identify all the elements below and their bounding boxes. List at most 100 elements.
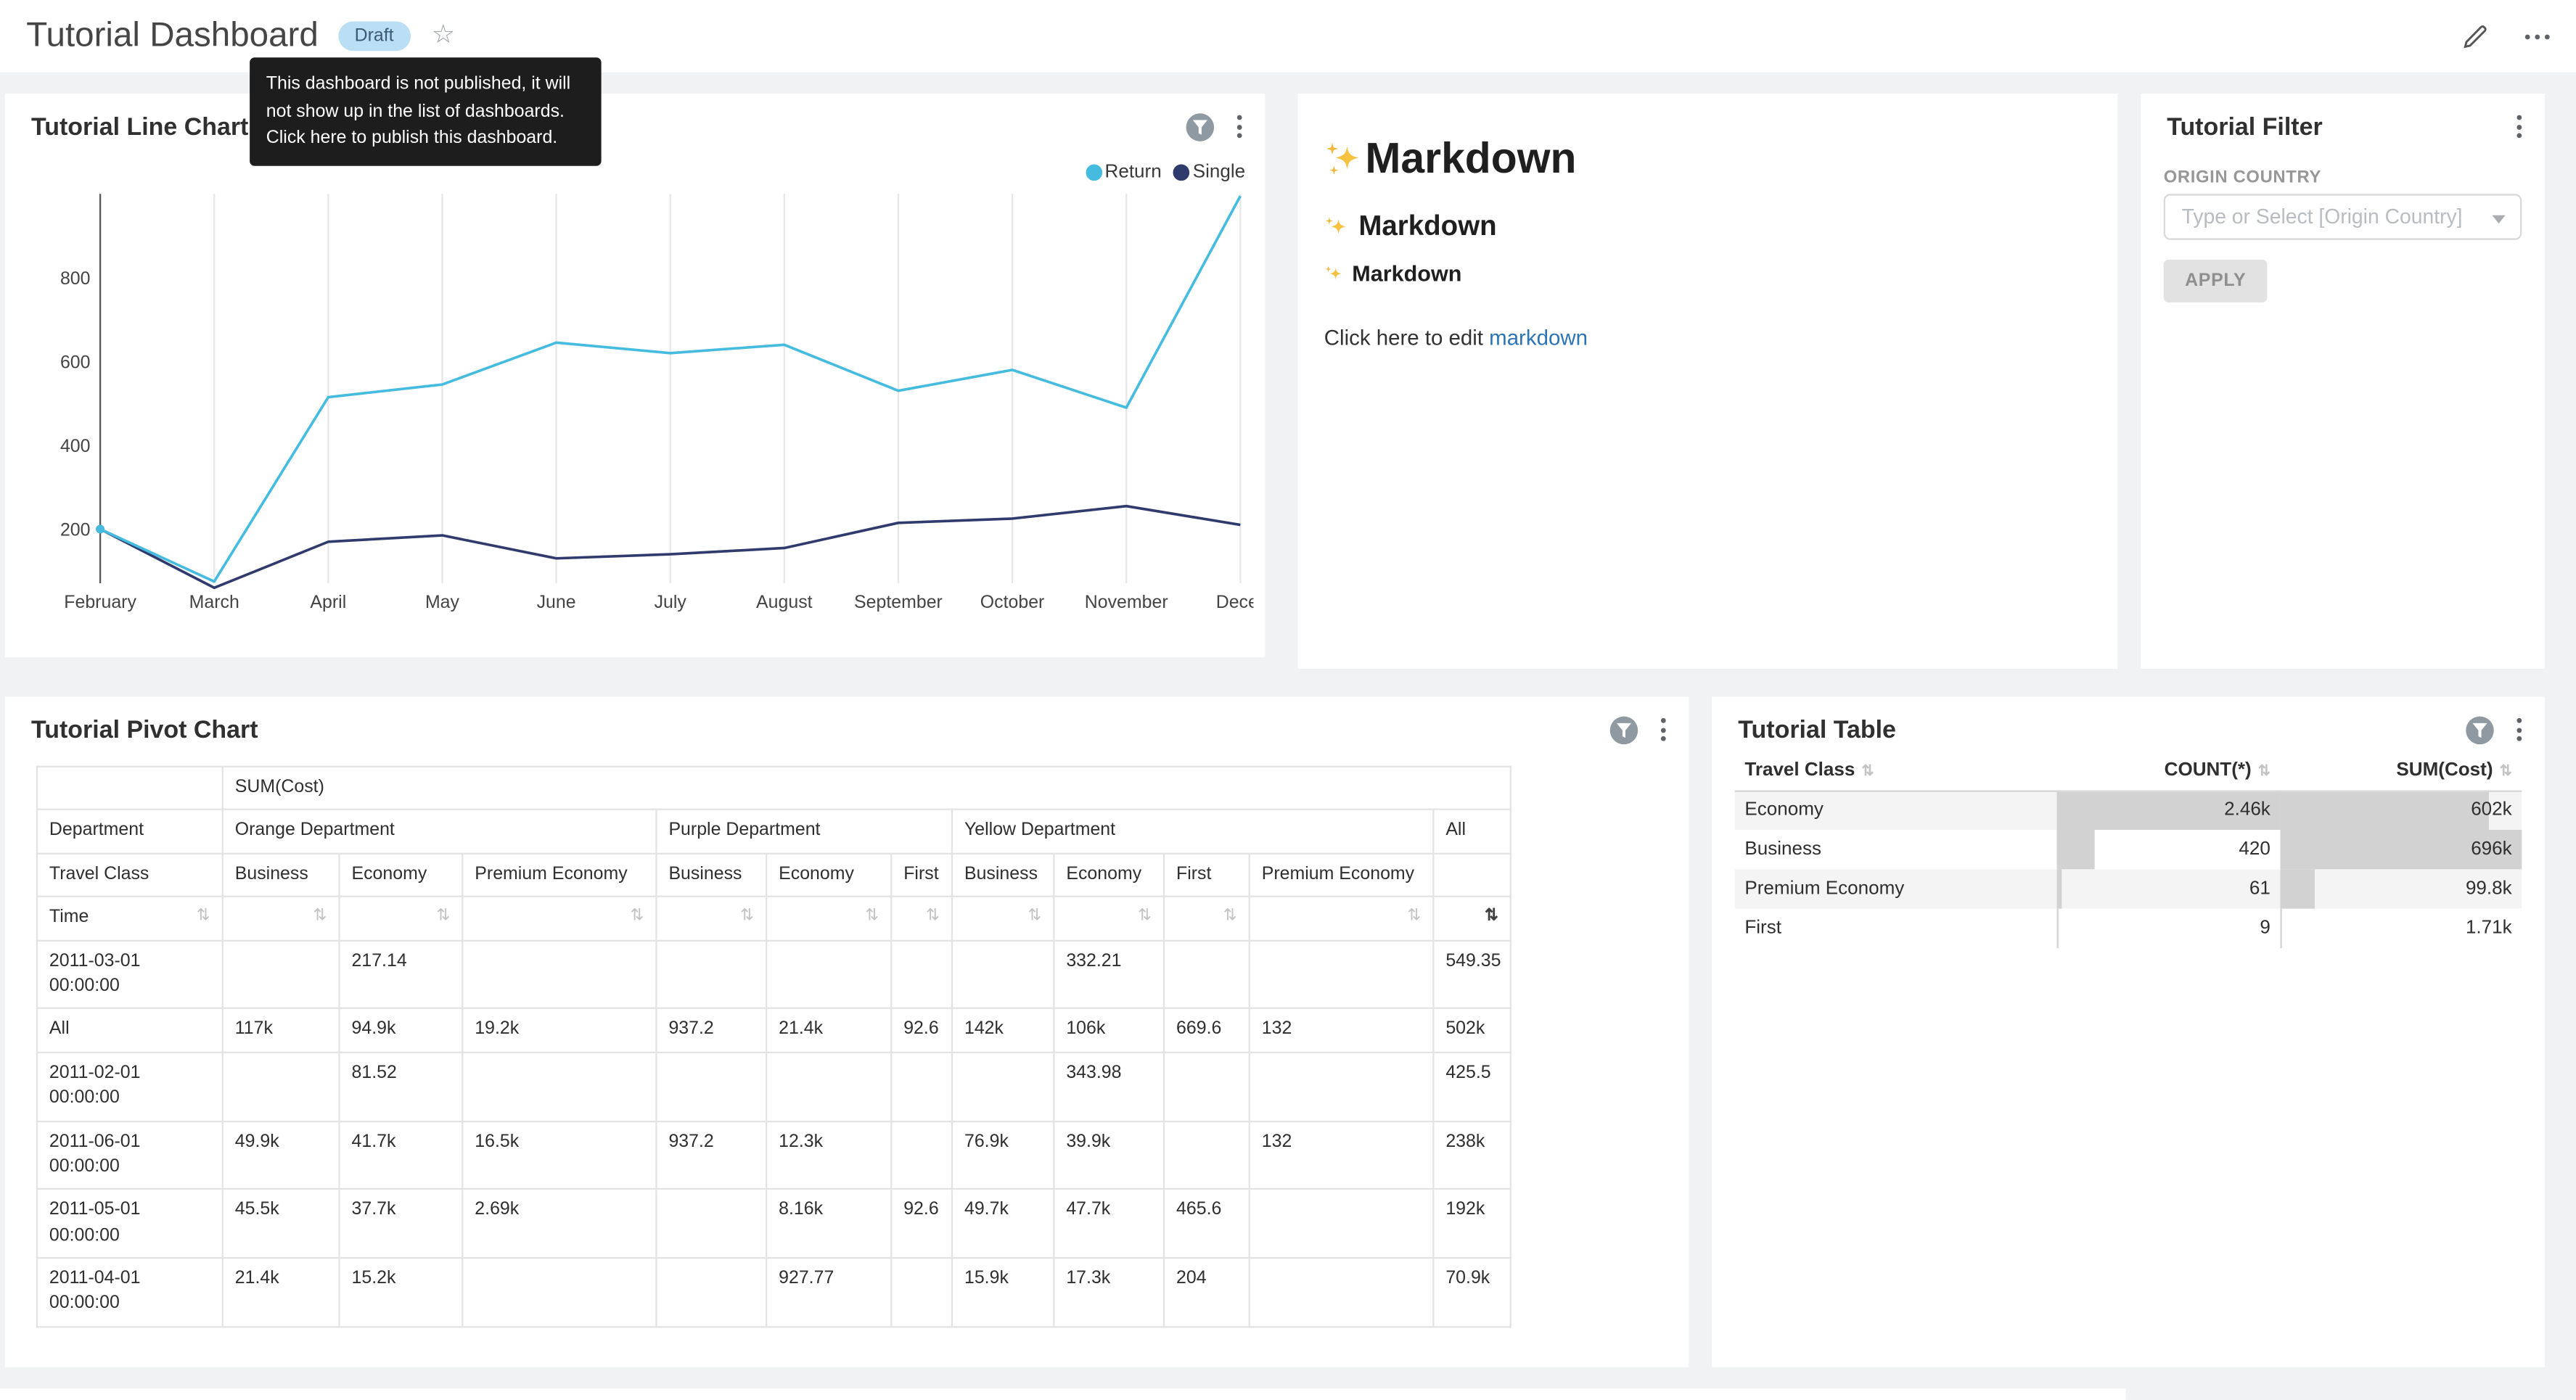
sort-icon[interactable]: ⇅ xyxy=(1138,906,1152,929)
filter-indicator-icon[interactable] xyxy=(1186,112,1214,141)
origin-country-label: ORIGIN COUNTRY xyxy=(2164,168,2321,187)
pivot-value-cell: 937.2 xyxy=(656,1121,766,1190)
y-axis-tick: 400 xyxy=(60,436,91,456)
sort-icon[interactable]: ⇅ xyxy=(865,906,879,929)
sort-icon[interactable]: ⇅ xyxy=(1407,906,1421,929)
x-axis-tick: Dece xyxy=(1216,592,1254,612)
table-row: First91.71k xyxy=(1735,909,2522,948)
sort-icon[interactable]: ⇅ xyxy=(1223,906,1237,929)
pivot-chart-card: Tutorial Pivot Chart SUM(Cost)Department… xyxy=(5,696,1689,1367)
pivot-value-cell xyxy=(891,1258,952,1327)
pivot-value-cell xyxy=(1164,1052,1250,1121)
sort-icon[interactable]: ⇅ xyxy=(436,906,450,929)
pivot-value-cell xyxy=(1250,940,1434,1009)
filter-indicator-icon[interactable] xyxy=(1610,716,1638,744)
pivot-value-cell: 76.9k xyxy=(952,1121,1054,1190)
line-chart-canvas[interactable]: 200400600800FebruaryMarchAprilMayJuneJul… xyxy=(5,184,1254,636)
pivot-department-cell: Orange Department xyxy=(223,810,657,854)
pivot-class-row: Travel ClassBusinessEconomyPremium Econo… xyxy=(37,853,1511,897)
value-bar xyxy=(2057,909,2059,948)
pivot-value-cell: 8.16k xyxy=(766,1190,891,1259)
pivot-class-label: Travel Class xyxy=(37,853,223,897)
apply-button[interactable]: APPLY xyxy=(2164,260,2268,302)
pivot-data-row: 2011-05-01 00:00:0045.5k37.7k2.69k8.16k9… xyxy=(37,1190,1511,1259)
sort-icon[interactable]: ⇅ xyxy=(1485,906,1498,929)
pivot-value-cell xyxy=(462,1052,656,1121)
column-header-sum-cost[interactable]: SUM(Cost)⇅ xyxy=(2280,753,2522,791)
kebab-menu-icon[interactable] xyxy=(1231,112,1249,141)
kebab-menu-icon[interactable] xyxy=(2510,715,2528,744)
origin-country-select[interactable]: Type or Select [Origin Country] xyxy=(2164,194,2522,239)
dashboard-page: Tutorial Dashboard Draft ☆ This dashboar… xyxy=(0,0,2576,1400)
sort-icon[interactable]: ⇅ xyxy=(2500,762,2512,779)
pivot-class-cell: Business xyxy=(223,853,340,897)
pivot-value-cell: 669.6 xyxy=(1164,1009,1250,1053)
markdown-paragraph-text: Click here to edit xyxy=(1324,326,1489,350)
pivot-value-cell xyxy=(223,940,340,1009)
result-table: Travel Class⇅ COUNT(*)⇅ SUM(Cost)⇅ Econo… xyxy=(1735,753,2522,949)
column-header-travel-class[interactable]: Travel Class⇅ xyxy=(1735,753,2057,791)
pivot-row-header: All xyxy=(37,1009,223,1053)
card-actions xyxy=(1610,715,1673,744)
pivot-value-cell xyxy=(891,940,952,1009)
pivot-title: Tutorial Pivot Chart xyxy=(31,716,258,744)
pivot-class-cell: Business xyxy=(952,853,1054,897)
sort-icon[interactable]: ⇅ xyxy=(197,906,210,929)
value-text: 1.71k xyxy=(2466,919,2512,939)
pivot-value-cell: 217.14 xyxy=(340,940,463,1009)
pivot-value-cell: 502k xyxy=(1433,1009,1511,1053)
card-header: Tutorial Pivot Chart xyxy=(31,715,1673,744)
pivot-class-cell: First xyxy=(1164,853,1250,897)
pivot-corner-cell xyxy=(37,767,223,810)
favorite-star-icon[interactable]: ☆ xyxy=(432,23,455,49)
pivot-value-cell: 192k xyxy=(1433,1190,1511,1259)
table-card: Tutorial Table Travel Class⇅ COUNT(*)⇅ S… xyxy=(1712,696,2545,1367)
pivot-value-cell xyxy=(656,1258,766,1327)
pivot-value-cell: 238k xyxy=(1433,1121,1511,1190)
legend-item[interactable]: Return xyxy=(1085,162,1161,182)
pivot-row-header: 2011-03-01 00:00:00 xyxy=(37,940,223,1009)
pivot-value-cell: 15.9k xyxy=(952,1258,1054,1327)
kebab-menu-icon[interactable] xyxy=(1654,715,1673,744)
table-header-row: Travel Class⇅ COUNT(*)⇅ SUM(Cost)⇅ xyxy=(1735,753,2522,791)
card-actions xyxy=(2510,112,2528,141)
pivot-row-header: 2011-05-01 00:00:00 xyxy=(37,1190,223,1259)
pivot-value-cell: 70.9k xyxy=(1433,1258,1511,1327)
x-axis-tick: September xyxy=(854,592,943,612)
pivot-value-cell xyxy=(952,1052,1054,1121)
filter-indicator-icon[interactable] xyxy=(2466,716,2493,744)
legend-item[interactable]: Single xyxy=(1173,162,1246,182)
pivot-value-cell: 81.52 xyxy=(340,1052,463,1121)
markdown-card[interactable]: Markdown Markdown Markdown Click here to… xyxy=(1298,94,2118,669)
pivot-time-label: Time⇅ xyxy=(37,897,223,940)
sort-icon[interactable]: ⇅ xyxy=(630,906,644,929)
pivot-data-row: 2011-02-01 00:00:0081.52343.98425.5 xyxy=(37,1052,1511,1121)
pivot-value-cell: 332.21 xyxy=(1054,940,1164,1009)
sort-icon[interactable]: ⇅ xyxy=(740,906,754,929)
sort-icon[interactable]: ⇅ xyxy=(1027,906,1041,929)
sort-icon[interactable]: ⇅ xyxy=(313,906,327,929)
markdown-h1-text: Markdown xyxy=(1365,133,1576,184)
pivot-value-cell xyxy=(766,1052,891,1121)
sort-icon[interactable]: ⇅ xyxy=(2258,762,2271,779)
draft-badge[interactable]: Draft xyxy=(338,21,410,51)
sort-icon[interactable]: ⇅ xyxy=(1861,762,1874,779)
y-axis-tick: 600 xyxy=(60,352,91,372)
pivot-value-cell: 465.6 xyxy=(1164,1190,1250,1259)
pivot-value-cell xyxy=(1250,1052,1434,1121)
more-options-icon[interactable] xyxy=(2525,27,2550,45)
count-cell: 61 xyxy=(2057,870,2281,909)
pivot-sort-cell: ⇅ xyxy=(462,897,656,940)
kebab-menu-icon[interactable] xyxy=(2510,112,2528,141)
column-header-count[interactable]: COUNT(*)⇅ xyxy=(2057,753,2281,791)
sum-cell: 602k xyxy=(2280,791,2522,830)
value-text: 99.8k xyxy=(2466,879,2512,899)
pivot-department-cell: Purple Department xyxy=(656,810,952,854)
sort-icon[interactable]: ⇅ xyxy=(926,906,940,929)
pivot-sort-cell: ⇅ xyxy=(656,897,766,940)
pivot-department-label: Department xyxy=(37,810,223,854)
pivot-value-cell xyxy=(656,1052,766,1121)
edit-pencil-icon[interactable] xyxy=(2461,22,2488,51)
pivot-value-cell: 45.5k xyxy=(223,1190,340,1259)
markdown-edit-link[interactable]: markdown xyxy=(1489,326,1588,350)
